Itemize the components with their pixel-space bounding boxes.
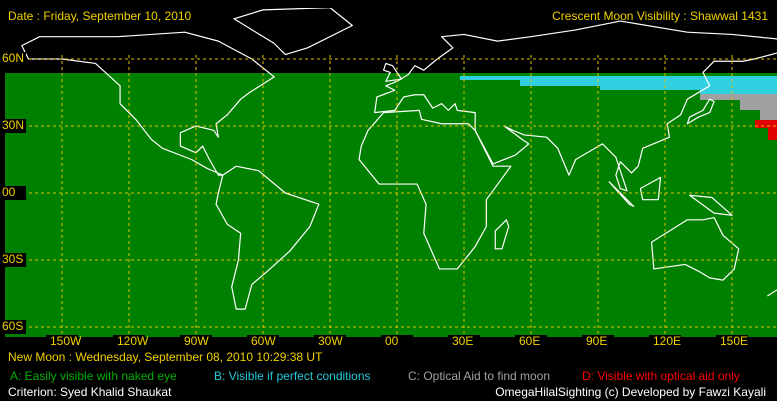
- coastline: [233, 8, 353, 56]
- legend-b: B: Visible if perfect conditions: [214, 369, 371, 383]
- lat-label: 30N: [2, 118, 24, 132]
- label-bg: [0, 186, 26, 200]
- lon-label: 30E: [452, 334, 473, 348]
- lon-label: 120E: [653, 334, 681, 348]
- label-bg: [247, 335, 279, 349]
- label-bg: [515, 335, 547, 349]
- zone-b: [460, 76, 777, 94]
- label-bg: [381, 335, 413, 349]
- label-bg: [113, 335, 145, 349]
- coastline: [374, 20, 777, 192]
- label-bg: [448, 335, 480, 349]
- label-bg: [716, 335, 748, 349]
- coastline: [383, 62, 403, 82]
- lon-label: 90W: [184, 334, 209, 348]
- label-bg: [314, 335, 346, 349]
- label-bg: [0, 119, 26, 133]
- label-bg: [46, 335, 78, 349]
- lat-label: 00: [2, 185, 16, 199]
- legend-a: A: Easily visible with naked eye: [10, 369, 177, 383]
- label-bg: [180, 335, 212, 349]
- lon-label: 60E: [519, 334, 540, 348]
- criterion: Criterion: Syed Khalid Shaukat: [8, 385, 172, 399]
- title: Crescent Moon Visibility : Shawwal 1431: [552, 9, 768, 23]
- label-bg: [0, 52, 26, 66]
- coastline: [650, 216, 740, 281]
- coastline: [688, 194, 733, 216]
- lon-label: 120W: [117, 334, 149, 348]
- coastline: [494, 219, 510, 250]
- new-moon: New Moon : Wednesday, September 08, 2010…: [8, 350, 323, 364]
- label-bg: [582, 335, 614, 349]
- zone-d: [755, 120, 777, 140]
- lat-label: 60N: [2, 51, 24, 65]
- legend-c: C: Optical Aid to find moon: [408, 369, 550, 383]
- coastlines: [21, 8, 777, 310]
- zone-c: [700, 94, 777, 120]
- lon-label: 150E: [720, 334, 748, 348]
- date: Date : Friday, September 10, 2010: [8, 9, 192, 23]
- coastline: [21, 31, 275, 176]
- coastline: [358, 109, 512, 270]
- lon-label: 90E: [586, 334, 607, 348]
- label-bg: [0, 253, 26, 267]
- lat-label: 60S: [2, 319, 23, 333]
- legend-d: D: Visible with optical aid only: [582, 369, 740, 383]
- lon-label: 60W: [251, 334, 276, 348]
- label-bg: [0, 320, 26, 334]
- graticule: 60N 30N 00 30S 60S 150W 120W 90W 60W 30W 00 30E 60E 9…: [0, 51, 777, 349]
- label-bg: [649, 335, 681, 349]
- lon-label: 00: [385, 334, 399, 348]
- lon-label: 30W: [318, 334, 343, 348]
- coastline: [215, 165, 320, 310]
- coastline: [686, 98, 715, 125]
- lat-label: 30S: [2, 252, 23, 266]
- coastline: [639, 176, 662, 201]
- lon-label: 150W: [50, 334, 82, 348]
- credit: OmegaHilalSighting (c) Developed by Fawz…: [495, 385, 766, 399]
